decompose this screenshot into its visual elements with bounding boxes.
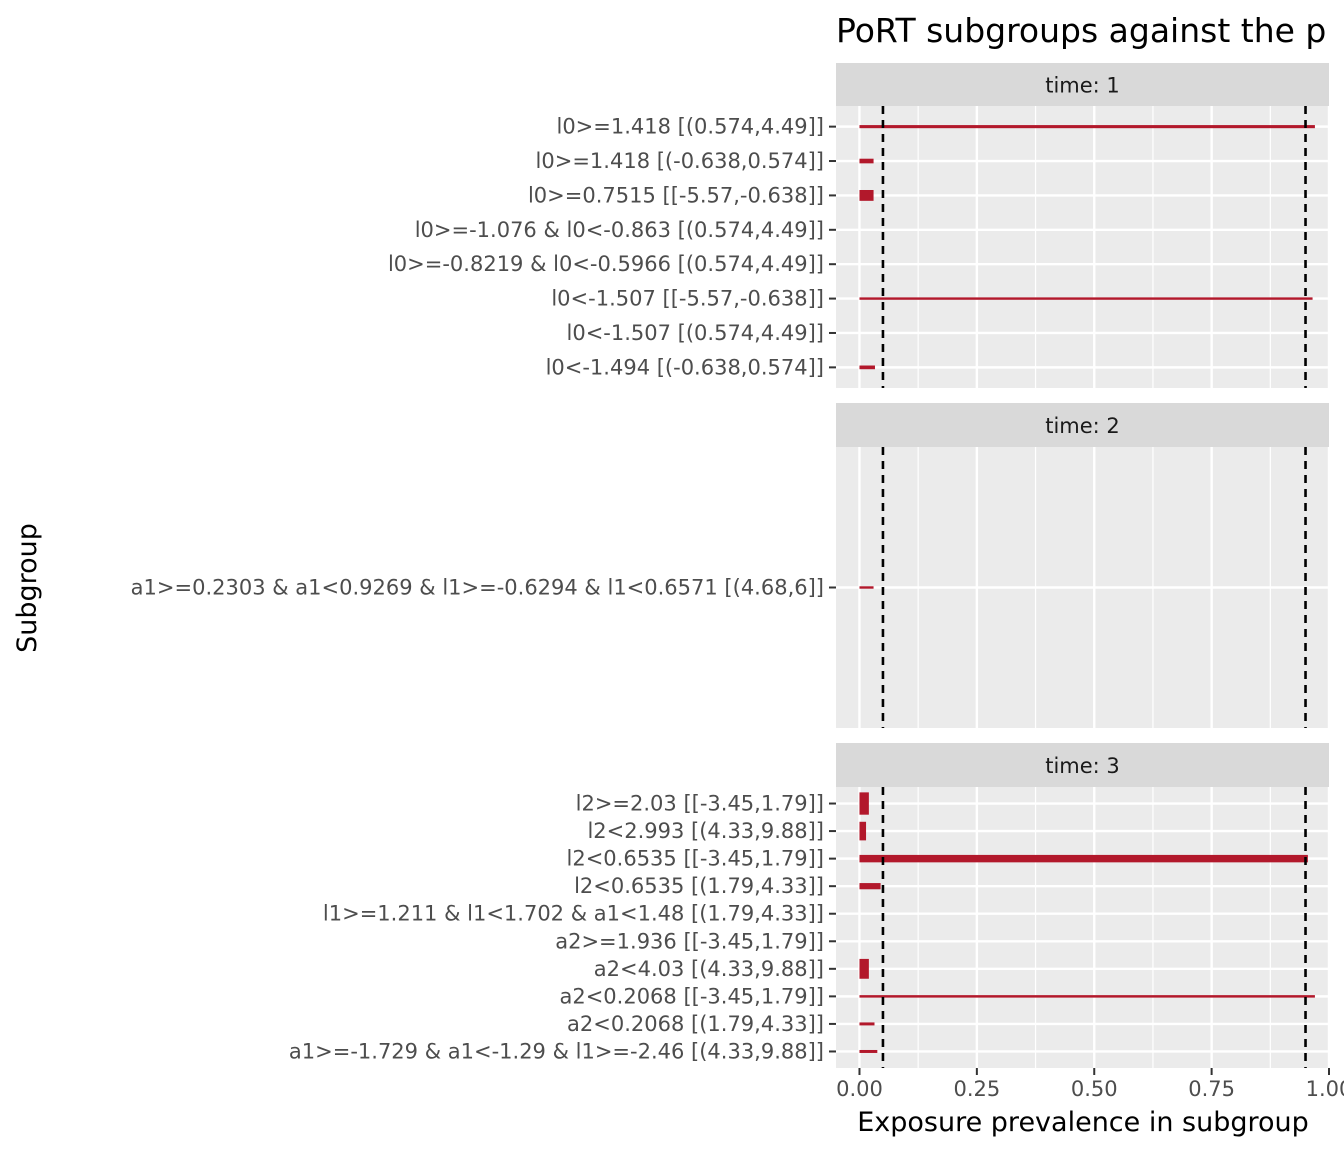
x-tick-label: 0.25 bbox=[953, 1077, 1000, 1101]
y-tick-label: l0<-1.494 [(-0.638,0.574]] bbox=[546, 355, 824, 379]
bar bbox=[859, 854, 1308, 863]
y-tick-label: l2>=2.03 [[-3.45,1.79]] bbox=[576, 792, 824, 816]
facet-panels: time: 1 l0>=1.418 [(0.574,4.49]] l0>=1.418… bbox=[131, 63, 1331, 1068]
x-tick-label: 0.00 bbox=[836, 1077, 883, 1101]
bar bbox=[859, 189, 874, 201]
x-tick-label: 1.00 bbox=[1306, 1077, 1344, 1101]
y-tick-label: a1>=0.2303 & a1<0.9269 & l1>=-0.6294 & l… bbox=[131, 576, 824, 600]
y-tick-label: l0>=-0.8219 & l0<-0.5966 [(0.574,4.49]] bbox=[388, 252, 824, 276]
facet-panel: time: 2 a1>=0.2303 & a1<0.9269 & l1>=-0.6… bbox=[131, 403, 1331, 728]
facet-strip bbox=[836, 403, 1329, 447]
facet-strip-label: time: 1 bbox=[1045, 74, 1120, 98]
bar bbox=[859, 995, 1315, 998]
y-axis-title: Subgroup bbox=[12, 523, 43, 653]
y-tick-label: a2<0.2068 [(1.79,4.33]] bbox=[567, 1012, 824, 1036]
bar bbox=[859, 1022, 875, 1026]
facet-strip-label: time: 3 bbox=[1045, 754, 1120, 778]
facet-panel: time: 1 l0>=1.418 [(0.574,4.49]] l0>=1.418… bbox=[388, 63, 1331, 388]
panel-background bbox=[836, 106, 1329, 388]
y-tick-label: a1>=-1.729 & a1<-1.29 & l1>=-2.46 [(4.33… bbox=[289, 1039, 824, 1063]
bar bbox=[859, 1049, 878, 1053]
chart-title: PoRT subgroups against the p bbox=[836, 11, 1326, 50]
y-tick-label: l2<0.6535 [[-3.45,1.79]] bbox=[567, 847, 825, 871]
y-tick-label: a2>=1.936 [[-3.45,1.79]] bbox=[555, 929, 824, 953]
bar bbox=[859, 792, 869, 815]
facet-strip-label: time: 2 bbox=[1045, 414, 1120, 438]
y-tick-label: a2<0.2068 [[-3.45,1.79]] bbox=[559, 984, 824, 1008]
bar bbox=[859, 125, 1315, 129]
y-tick-label: l0>=-1.076 & l0<-0.863 [(0.574,4.49]] bbox=[415, 218, 824, 242]
bar bbox=[859, 883, 881, 890]
y-tick-label: a2<4.03 [(4.33,9.88]] bbox=[594, 957, 824, 981]
x-axis-title: Exposure prevalence in subgroup bbox=[857, 1107, 1309, 1138]
y-tick-label: l0>=1.418 [(0.574,4.49]] bbox=[556, 115, 824, 139]
y-tick-label: l0<-1.507 [[-5.57,-0.638]] bbox=[551, 287, 824, 311]
y-tick-label: l0>=0.7515 [[-5.57,-0.638]] bbox=[528, 183, 824, 207]
y-tick-label: l1>=1.211 & l1<1.702 & a1<1.48 [(1.79,4.… bbox=[323, 902, 824, 926]
y-tick-label: l2<0.6535 [(1.79,4.33]] bbox=[574, 874, 824, 898]
facet-panel: time: 3 l2>=2.03 [[-3.45,1.79]] l2<2.993 [… bbox=[289, 743, 1331, 1068]
y-tick-label: l2<2.993 [(4.33,9.88]] bbox=[587, 819, 824, 843]
x-tick-label: 0.50 bbox=[1071, 1077, 1118, 1101]
bar bbox=[859, 297, 1313, 300]
facet-strip bbox=[836, 63, 1329, 106]
bar bbox=[859, 158, 874, 164]
bar bbox=[859, 365, 875, 370]
panel-background bbox=[836, 787, 1329, 1068]
y-tick-label: l0<-1.507 [(0.574,4.49]] bbox=[567, 321, 825, 345]
bar bbox=[859, 958, 869, 979]
x-tick-label: 0.75 bbox=[1188, 1077, 1235, 1101]
y-tick-label: l0>=1.418 [(-0.638,0.574]] bbox=[536, 149, 824, 173]
facet-strip bbox=[836, 743, 1329, 787]
bar bbox=[859, 586, 874, 589]
bar bbox=[859, 821, 867, 841]
x-axis: 0.00 0.25 0.50 0.75 1.00 bbox=[836, 1068, 1344, 1101]
